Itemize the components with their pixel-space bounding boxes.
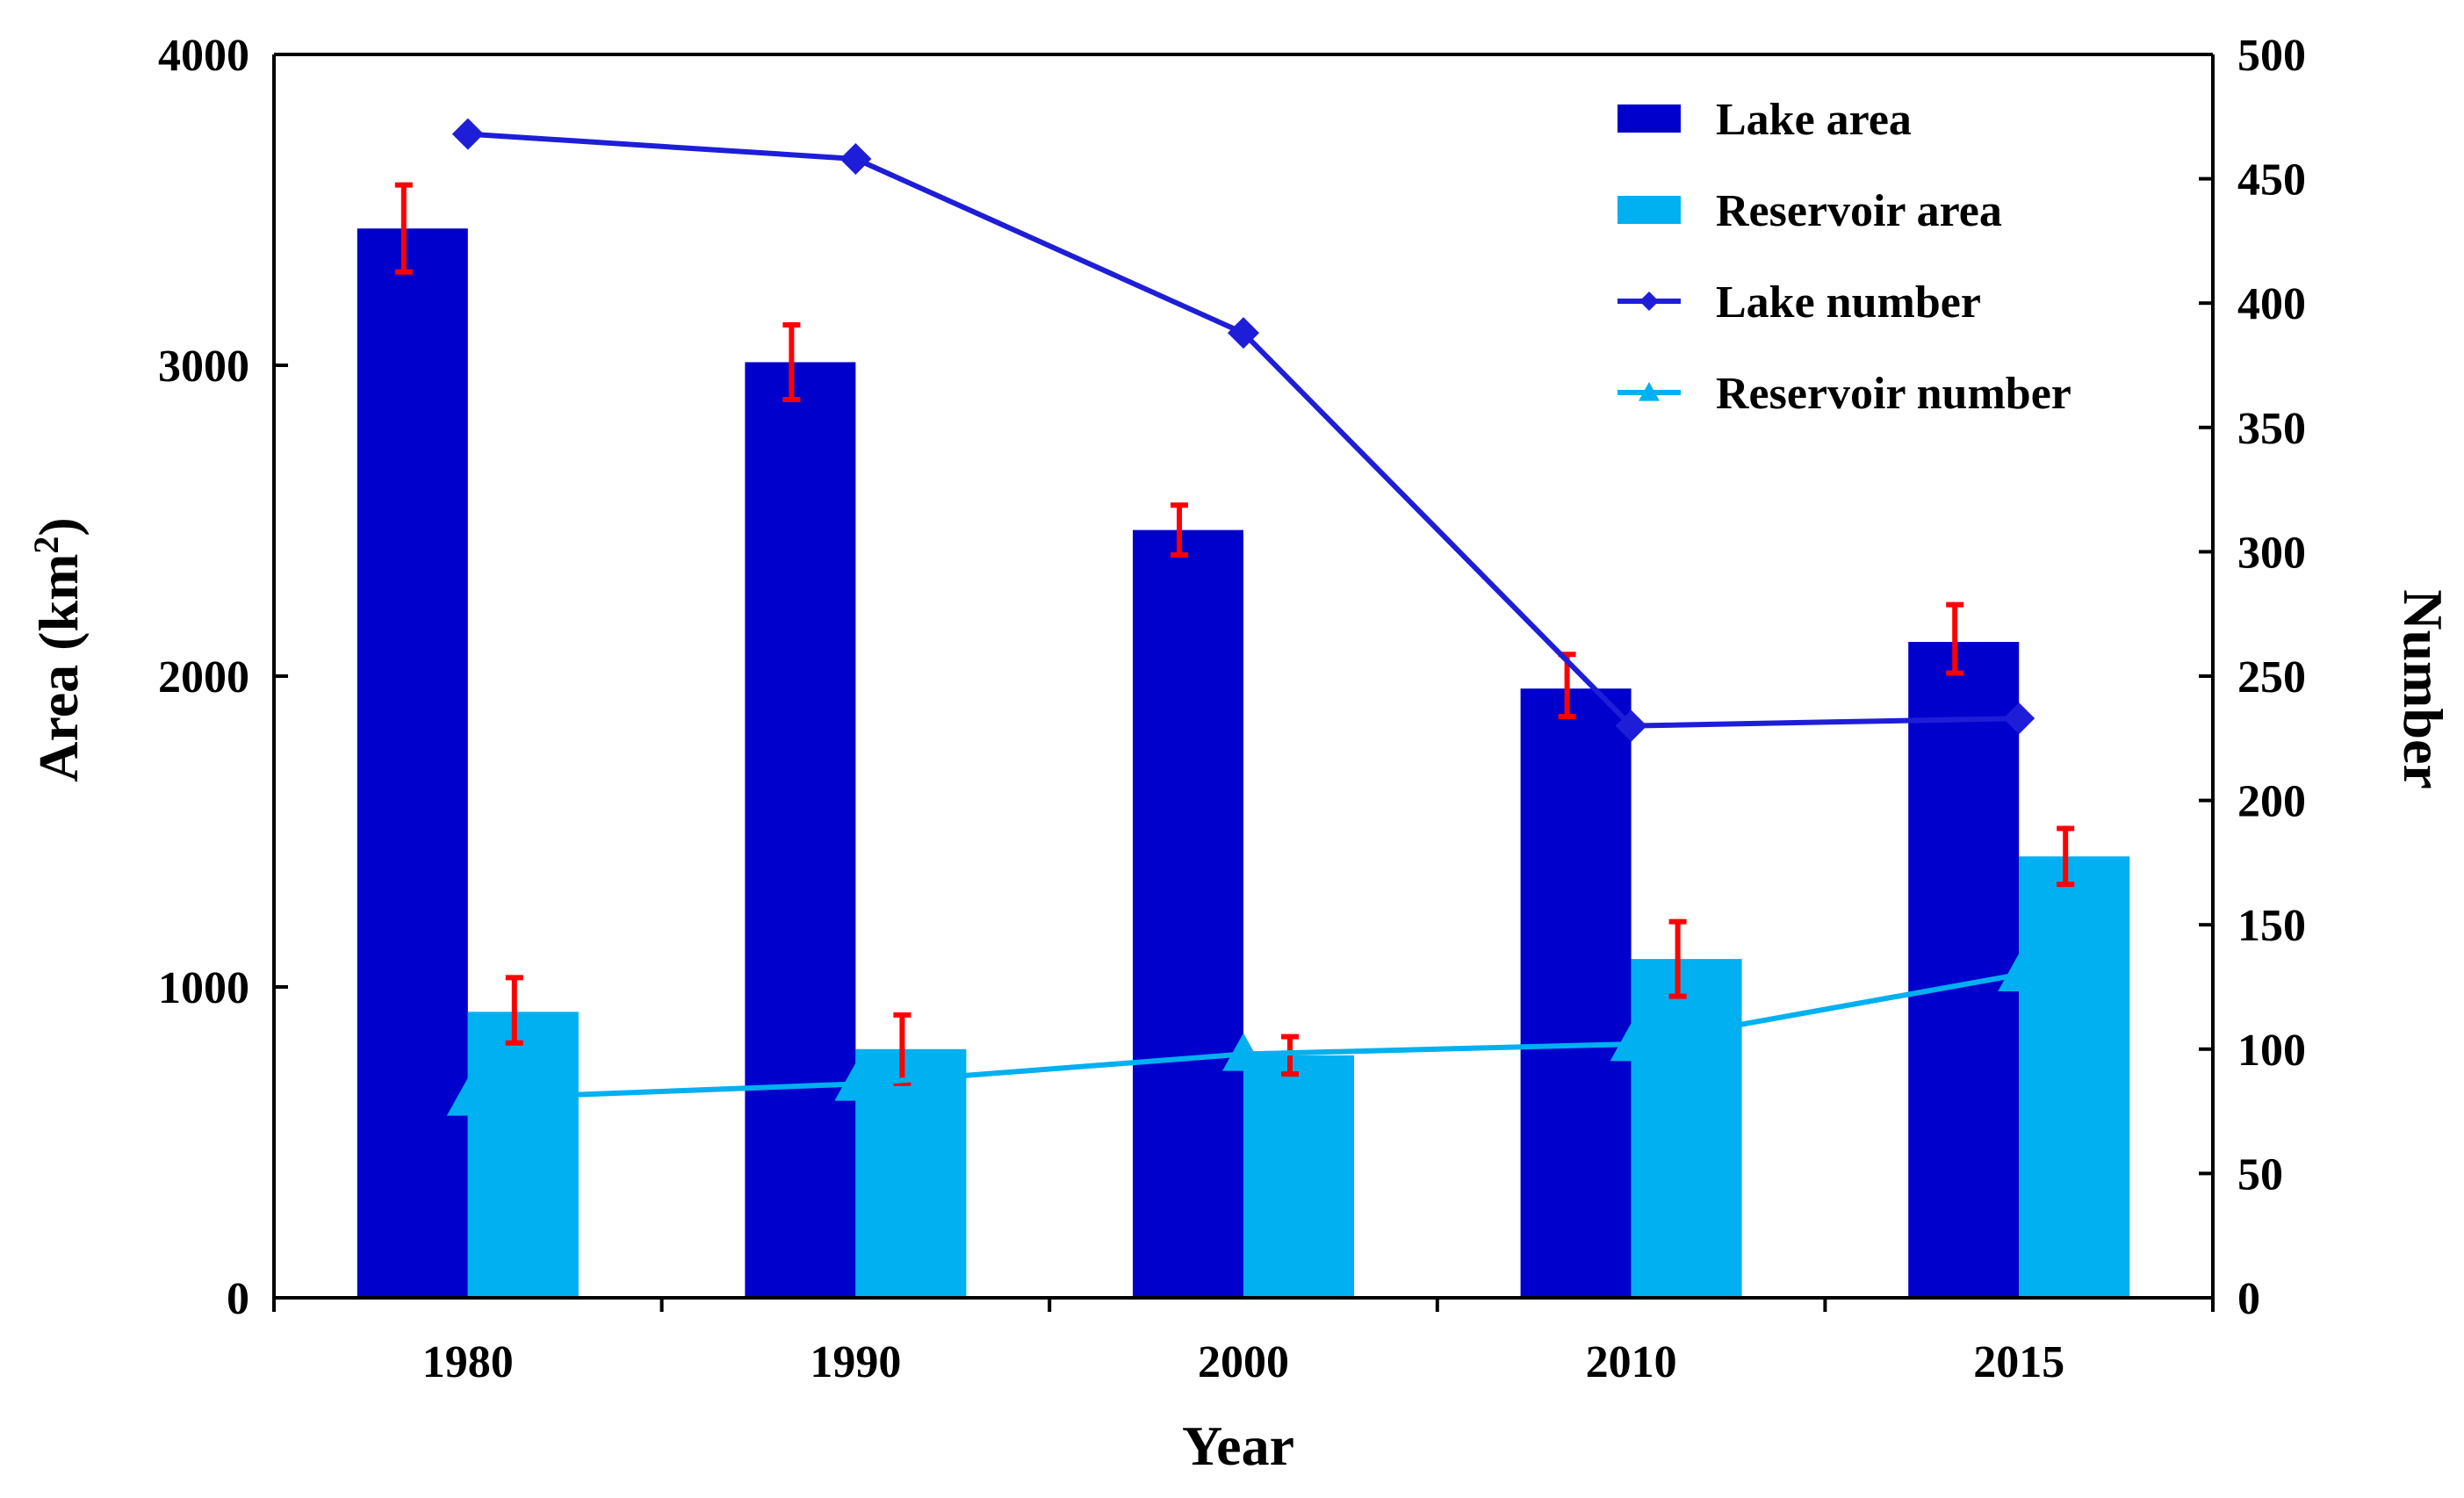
legend-item-lake-area: Lake area — [1617, 95, 1912, 145]
marker-reservoir-number-1990 — [834, 1062, 877, 1101]
legend-item-reservoir-number: Reservoir number — [1617, 369, 2071, 419]
legend-label-lake-area: Lake area — [1716, 95, 1912, 145]
y-right-tick-label-450: 450 — [2237, 155, 2306, 205]
y-axis-title-left-base: Area (km — [27, 554, 90, 782]
legend-marker-reservoir-number — [1639, 382, 1660, 401]
error-bar-lake-1990 — [782, 321, 801, 402]
bar-lake-area-2010 — [1520, 688, 1632, 1298]
error-bars-layer — [394, 182, 2075, 1086]
marker-lake-number-1980 — [451, 118, 484, 150]
error-bar-lake-2000 — [1171, 502, 1188, 558]
bar-reservoir-area-1990 — [855, 1048, 967, 1298]
bar-reservoir-area-2000 — [1243, 1055, 1354, 1298]
y-right-tick-label-400: 400 — [2237, 279, 2306, 329]
lines-layer — [446, 118, 2041, 1116]
legend-swatch-reservoir-area — [1617, 196, 1681, 224]
bar-reservoir-area-1980 — [467, 1012, 579, 1298]
legend-item-lake-number: Lake number — [1617, 277, 1981, 328]
y-right-tick-label-200: 200 — [2237, 777, 2306, 827]
legend-label-reservoir-number: Reservoir number — [1716, 369, 2071, 419]
marker-lake-number-2010 — [1615, 709, 1647, 742]
legend-label-lake-number: Lake number — [1716, 277, 1981, 328]
marker-lake-number-2000 — [1228, 317, 1259, 349]
marker-lake-number-2015 — [2003, 702, 2035, 735]
marker-reservoir-number-1980 — [446, 1077, 489, 1116]
error-bar-lake-2015 — [1946, 601, 1964, 676]
bar-reservoir-area-2010 — [1631, 959, 1742, 1298]
y-right-tick-label-350: 350 — [2237, 404, 2306, 454]
marker-reservoir-number-2015 — [1998, 953, 2041, 992]
x-tick-label-1990: 1990 — [810, 1337, 901, 1387]
x-tick-label-2000: 2000 — [1198, 1337, 1289, 1387]
tick-labels-layer: 0 1000 2000 3000 4000 0 50 100 150 200 250 300 350 40… — [158, 31, 2306, 1387]
x-tick-label-1980: 1980 — [422, 1337, 514, 1387]
y-right-tick-label-250: 250 — [2237, 652, 2306, 702]
bar-lake-area-1980 — [357, 228, 468, 1298]
marker-lake-number-1990 — [839, 142, 872, 175]
legend-swatch-lake-area — [1617, 104, 1681, 133]
y-left-tick-label-3000: 3000 — [158, 342, 249, 392]
y-axis-title-left-sup: 2 — [26, 537, 66, 554]
axes-layer — [272, 53, 2215, 1312]
x-axis-title: Year — [1182, 1415, 1294, 1477]
error-bar-lake-1980 — [394, 182, 413, 275]
y-right-tick-label-100: 100 — [2237, 1026, 2306, 1076]
y-right-tick-label-50: 50 — [2237, 1149, 2283, 1199]
y-axis-title-right: Number — [2392, 589, 2454, 789]
error-bar-reservoir-2010 — [1668, 918, 1687, 999]
marker-reservoir-number-2000 — [1222, 1033, 1264, 1071]
bars-layer — [357, 228, 2130, 1299]
y-right-tick-label-500: 500 — [2237, 31, 2306, 81]
legend-label-reservoir-area: Reservoir area — [1716, 186, 2002, 236]
error-bar-reservoir-2015 — [2057, 825, 2075, 888]
y-left-tick-label-2000: 2000 — [158, 652, 249, 702]
y-left-tick-label-4000: 4000 — [158, 31, 249, 81]
bar-lake-area-2000 — [1133, 529, 1243, 1298]
legend-item-reservoir-area: Reservoir area — [1617, 186, 2002, 236]
y-left-tick-label-0: 0 — [227, 1274, 249, 1324]
bar-lake-area-1990 — [745, 362, 856, 1299]
y-right-tick-label-0: 0 — [2237, 1274, 2260, 1324]
y-right-tick-label-300: 300 — [2237, 528, 2306, 578]
bar-lake-area-2015 — [1908, 642, 2020, 1298]
error-bar-reservoir-1980 — [505, 975, 523, 1046]
marker-reservoir-number-2010 — [1610, 1023, 1653, 1062]
legend: Lake area Reservoir area Lake number Reserv… — [1617, 95, 2071, 419]
y-axis-title-left: Area (km2) — [26, 517, 90, 781]
y-left-tick-label-1000: 1000 — [158, 963, 249, 1013]
x-tick-label-2015: 2015 — [1973, 1337, 2064, 1387]
y-axis-title-left-end: ) — [27, 517, 90, 536]
y-right-tick-label-150: 150 — [2237, 901, 2306, 951]
x-tick-label-2010: 2010 — [1586, 1337, 1677, 1387]
legend-marker-lake-number — [1639, 292, 1659, 311]
bar-reservoir-area-2015 — [2019, 856, 2130, 1298]
